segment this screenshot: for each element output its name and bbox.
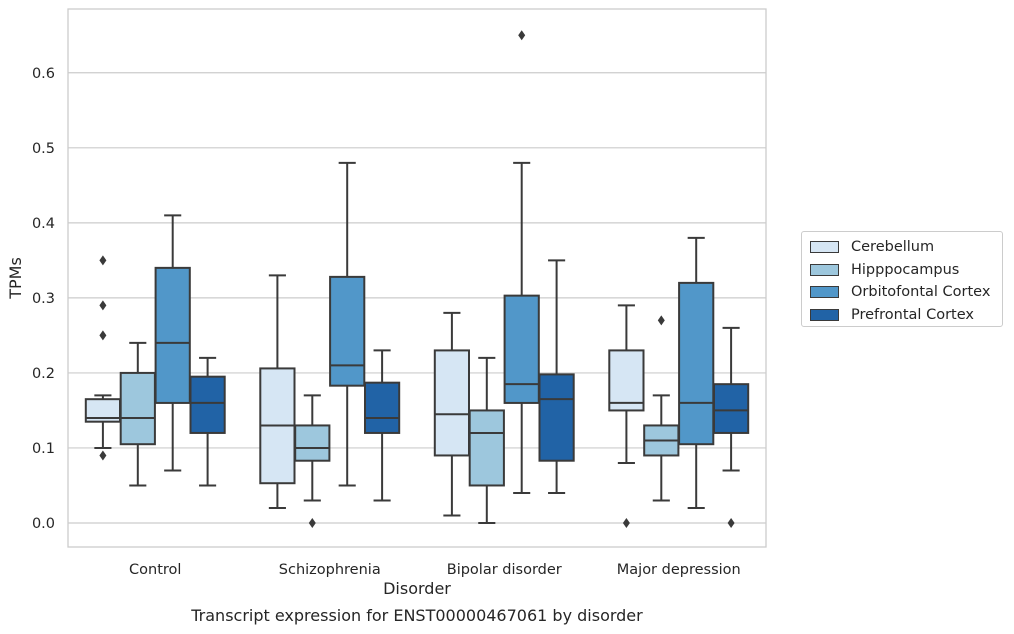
chart-caption: Transcript expression for ENST0000046706… [191,606,643,625]
x-axis-label: Disorder [383,579,451,598]
iqr-box [678,281,715,446]
y-tick-label: 0.0 [32,516,55,532]
y-tick-label: 0.5 [32,141,55,157]
iqr-box [468,409,505,487]
x-tick-label: Bipolar disorder [447,562,562,578]
box-cerebellum [84,255,122,461]
y-tick-label: 0.2 [32,366,55,382]
x-tick-label: Major depression [617,562,741,578]
box-hipppocampus [643,315,680,502]
box-orbitofontal-cortex [329,161,366,487]
legend-item: Prefrontal Cortex [810,304,994,327]
box-prefrontal-cortex [712,326,750,528]
box-orbitofontal-cortex [678,236,715,509]
iqr-box [608,349,645,412]
legend-item: Hipppocampus [810,259,994,282]
legend-item: Cerebellum [810,236,994,259]
outlier-marker [622,517,630,528]
box-hipppocampus [119,341,156,487]
legend-item: Orbitofontal Cortex [810,281,994,304]
legend-label: Prefrontal Cortex [851,306,974,323]
y-tick-labels: 0.0 0.1 0.2 0.3 0.4 0.5 0.6 [32,66,55,532]
x-tick-labels: Control Schizophrenia Bipolar disorder Majo… [129,562,741,578]
legend-swatch [810,286,839,299]
iqr-box [329,275,366,387]
iqr-box [712,383,750,434]
iqr-box [294,424,331,462]
outlier-marker [657,315,665,326]
iqr-box [363,381,401,434]
legend-swatch [810,263,839,276]
iqr-box [154,266,191,404]
iqr-box [538,373,575,462]
box-prefrontal-cortex [363,349,401,502]
iqr-box [119,371,156,446]
legend: Cerebellum Hipppocampus Orbitofontal Cor… [801,231,1003,327]
outlier-marker [727,517,735,528]
box-prefrontal-cortex [189,356,226,487]
outlier-marker [99,330,107,341]
outlier-marker [99,255,107,266]
iqr-box [189,375,226,434]
plot-frame [67,8,767,548]
box-cerebellum [608,304,645,528]
y-axis-label: TPMs [6,257,25,300]
y-tick-label: 0.1 [32,441,55,457]
outlier-marker [99,450,107,461]
box-orbitofontal-cortex [503,30,540,494]
box-orbitofontal-cortex [154,214,191,472]
x-tick-label: Schizophrenia [279,562,381,578]
legend-swatch [810,241,839,254]
y-tick-label: 0.6 [32,66,55,82]
outlier-marker [99,300,107,311]
outlier-marker [518,30,526,41]
legend-label: Hipppocampus [851,261,960,278]
outlier-marker [308,517,316,528]
box-cerebellum [433,311,471,517]
legend-swatch [810,308,839,321]
box-hipppocampus [294,394,331,528]
y-tick-label: 0.4 [32,216,55,232]
y-tick-label: 0.3 [32,291,55,307]
box-cerebellum [259,274,296,509]
x-tick-label: Control [129,562,181,578]
box-hipppocampus [468,356,505,524]
iqr-box [433,349,471,457]
boxes [84,30,750,528]
legend-label: Cerebellum [851,239,935,256]
box-prefrontal-cortex [538,259,575,494]
legend-label: Orbitofontal Cortex [851,284,991,301]
iqr-box [503,294,540,404]
